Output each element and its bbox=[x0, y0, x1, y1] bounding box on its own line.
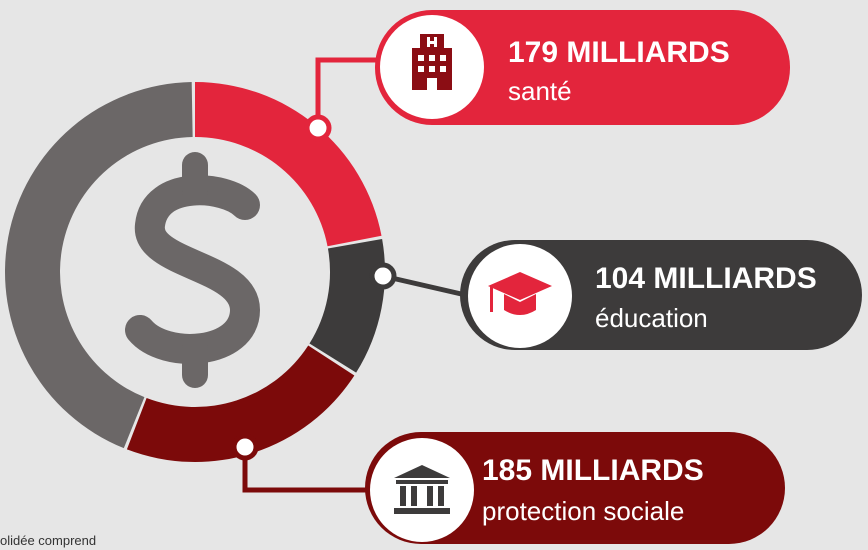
ring-segment bbox=[309, 239, 385, 373]
label: santé bbox=[508, 76, 572, 106]
amount: 185 MILLIARDS bbox=[482, 454, 704, 487]
label: protection sociale bbox=[482, 496, 684, 526]
connector-dot bbox=[304, 114, 332, 142]
footnote: olidée comprend bbox=[0, 533, 96, 548]
ring-segment bbox=[195, 82, 382, 247]
badge bbox=[375, 10, 790, 125]
connectors bbox=[242, 57, 471, 493]
ring-segment bbox=[4, 82, 193, 449]
ring-segment bbox=[126, 345, 355, 462]
label: éducation bbox=[595, 303, 708, 333]
icon-circle bbox=[370, 438, 474, 542]
donut bbox=[4, 82, 385, 462]
dollar-icon bbox=[125, 152, 261, 388]
badge bbox=[365, 432, 785, 544]
amount: 104 MILLIARDS bbox=[595, 262, 817, 295]
connector-dot bbox=[369, 262, 397, 290]
hospital-icon bbox=[412, 34, 452, 90]
graduation-icon bbox=[488, 272, 552, 315]
institution-icon bbox=[394, 465, 450, 514]
amount: 179 MILLIARDS bbox=[508, 36, 730, 69]
connector-dot bbox=[231, 433, 259, 461]
